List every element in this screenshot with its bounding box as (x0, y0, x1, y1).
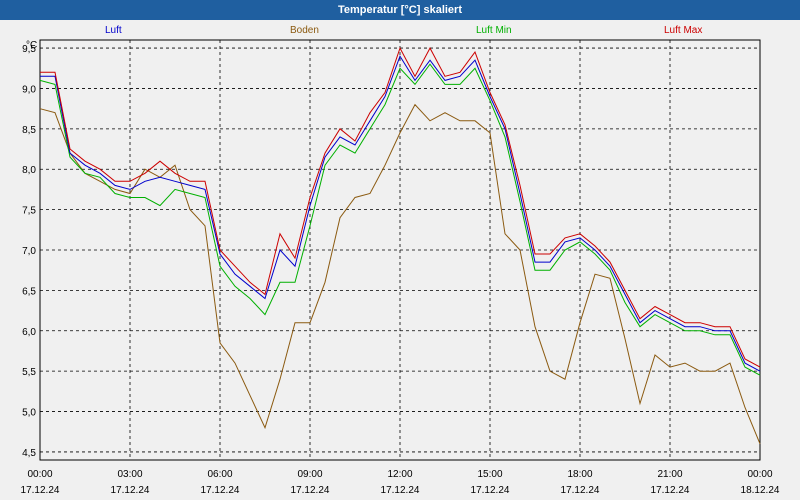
series-line-luft-max (40, 46, 761, 368)
x-tick-date: 17.12.24 (651, 485, 690, 496)
legend-luft-max: Luft Max (664, 25, 703, 36)
legend-boden: Boden (290, 25, 319, 36)
x-tick-time: 21:00 (657, 469, 682, 480)
y-tick-label: 9,0 (22, 84, 36, 95)
x-tick-date: 17.12.24 (21, 485, 60, 496)
series-line-luft-min (39, 63, 761, 376)
x-tick-time: 18:00 (567, 469, 592, 480)
plot-frame (39, 39, 761, 461)
x-tick-date: 17.12.24 (381, 485, 420, 496)
legend-luft-min: Luft Min (476, 25, 512, 36)
x-tick-time: 00:00 (747, 469, 772, 480)
series-lines (39, 46, 761, 444)
x-tick-date: 17.12.24 (561, 485, 600, 496)
x-tick-time: 09:00 (297, 469, 322, 480)
x-tick-time: 00:00 (27, 469, 52, 480)
x-tick-date: 17.12.24 (111, 485, 150, 496)
y-tick-label: 9,5 (22, 44, 36, 55)
x-tick-date: 17.12.24 (201, 485, 240, 496)
y-tick-label: 5,5 (22, 367, 36, 378)
y-axis-label: °C (26, 40, 37, 51)
series-line-luft (40, 55, 761, 372)
x-tick-date: 17.12.24 (291, 485, 330, 496)
y-tick-label: 8,5 (22, 125, 36, 136)
x-tick-date: 17.12.24 (471, 485, 510, 496)
y-tick-label: 6,5 (22, 286, 36, 297)
y-tick-label: 8,0 (22, 165, 36, 176)
x-tick-time: 03:00 (117, 469, 142, 480)
grid (40, 40, 760, 460)
x-tick-time: 12:00 (387, 469, 412, 480)
y-tick-label: 7,5 (22, 206, 36, 217)
x-tick-time: 15:00 (477, 469, 502, 480)
tick-labels: 9,5 9,0 8,5 8,0 7,5 7,0 6,5 6,0 5,5 5,0 4,5 00:00 17… (21, 44, 780, 496)
y-tick-label: 7,0 (22, 246, 36, 257)
legend-luft: Luft (105, 25, 122, 36)
y-tick-label: 6,0 (22, 327, 36, 338)
y-tick-label: 5,0 (22, 408, 36, 419)
y-tick-label: 4,5 (22, 448, 36, 459)
chart-title: Temperatur [°C] skaliert (0, 0, 800, 20)
x-tick-time: 06:00 (207, 469, 232, 480)
x-tick-date: 18.12.24 (741, 485, 780, 496)
